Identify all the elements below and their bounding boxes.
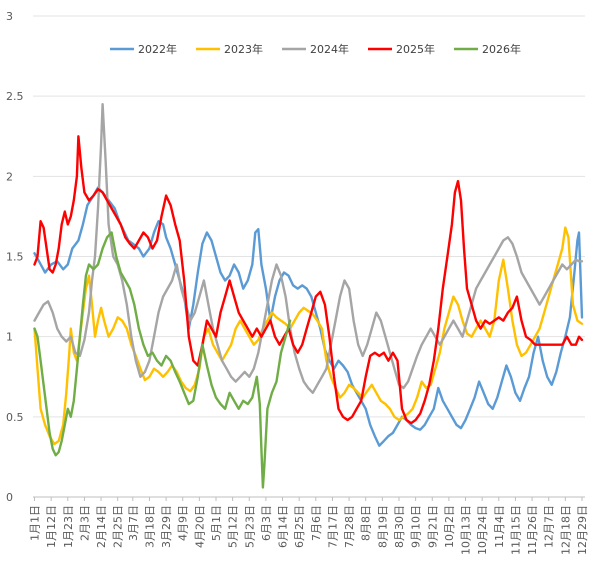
y-tick-label: 0: [6, 491, 13, 504]
x-tick-label: 2月3日: [78, 505, 91, 541]
x-tick-label: 4月9日: [177, 505, 190, 541]
x-tick-label: 12月29日: [576, 505, 589, 555]
series-line-0: [33, 186, 584, 447]
x-tick-label: 2月14日: [95, 505, 108, 548]
x-tick-label: 2月25日: [112, 505, 125, 548]
legend: 2022年 2023年 2024年 2025年 2026年: [110, 42, 521, 56]
x-tick-label: 7月28日: [343, 505, 356, 548]
legend-label: 2026年: [482, 42, 521, 56]
y-tick-label: 0.5: [6, 411, 24, 424]
legend-label: 2025年: [396, 42, 435, 56]
series-lines: [33, 103, 584, 489]
y-tick-label: 3: [6, 10, 13, 23]
series-line-1: [33, 226, 584, 446]
series-line-4: [33, 231, 292, 489]
x-tick-label: 5月23日: [243, 505, 256, 548]
legend-label: 2023年: [224, 42, 263, 56]
x-tick-label: 9月10日: [410, 505, 423, 548]
x-tick-label: 6月14日: [277, 505, 290, 548]
x-tick-label: 7月17日: [326, 505, 339, 548]
x-tick-label: 12月7日: [543, 505, 556, 548]
gridlines: [33, 15, 585, 498]
x-tick-label: 9月21日: [426, 505, 439, 548]
x-tick-label: 11月26日: [526, 505, 539, 555]
x-tick-label: 11月4日: [493, 505, 506, 548]
x-tick-label: 4月20日: [193, 505, 206, 548]
x-tick-label: 1月1日: [29, 505, 42, 541]
y-tick-label: 2.5: [6, 90, 24, 103]
series-line-3: [33, 135, 584, 425]
x-tick-label: 5月1日: [210, 505, 223, 541]
x-tick-label: 8月8日: [360, 505, 373, 541]
series-line-2: [33, 103, 584, 394]
x-tick-label: 7月6日: [310, 505, 323, 541]
x-tick-label: 10月13日: [460, 505, 473, 555]
y-axis-ticks: 0 0.5 1 1.5 2 2.5 3: [6, 10, 24, 504]
x-tick-label: 5月12日: [227, 505, 240, 548]
x-tick-label: 11月15日: [509, 505, 522, 555]
x-tick-label: 6月3日: [260, 505, 273, 541]
y-tick-label: 1.5: [6, 251, 24, 264]
legend-label: 2024年: [310, 42, 349, 56]
y-tick-label: 1: [6, 331, 13, 344]
x-tick-label: 3月29日: [160, 505, 173, 548]
x-tick-label: 3月18日: [143, 505, 156, 548]
x-tick-label: 1月23日: [62, 505, 75, 548]
x-tick-label: 10月2日: [443, 505, 456, 548]
x-tick-label: 12月18日: [559, 505, 572, 555]
x-tick-label: 8月19日: [376, 505, 389, 548]
x-tick-label: 3月7日: [127, 505, 140, 541]
legend-label: 2022年: [138, 42, 177, 56]
x-tick-label: 10月24日: [476, 505, 489, 555]
y-tick-label: 2: [6, 170, 13, 183]
x-axis-ticks: 1月1日 1月12日 1月23日 2月3日 2月14日 2月25日 3月7日 3月18日 3月2…: [29, 497, 589, 555]
x-tick-label: 6月25日: [293, 505, 306, 548]
x-tick-label: 1月12日: [45, 505, 58, 548]
x-tick-label: 8月30日: [393, 505, 406, 548]
